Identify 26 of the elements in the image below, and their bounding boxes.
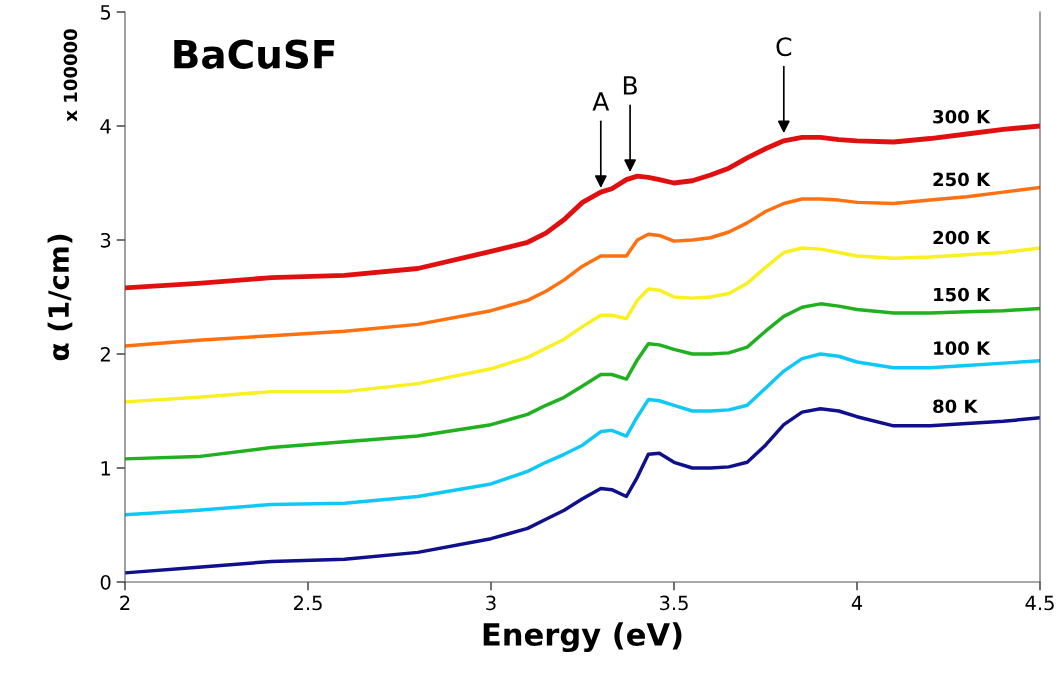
text: x 100000: [63, 29, 78, 122]
y-tick-label: 5: [100, 5, 111, 20]
x-tick-label: 4.5: [1025, 595, 1054, 611]
y-tick-label: 1: [101, 461, 111, 476]
annotation: C: [776, 37, 792, 57]
series-label: 80 K: [933, 399, 979, 414]
x-tick-label: 3: [486, 595, 496, 611]
x-tick-label: 2: [120, 595, 130, 610]
line-series: [125, 302, 1040, 461]
series-label: 300 K: [933, 109, 991, 124]
annotation: A: [592, 92, 610, 111]
text: BaCuSF: [174, 39, 335, 69]
y-tick-label: 3: [100, 232, 111, 248]
y-tick-label: 0: [100, 574, 111, 590]
x-tick-label: 2.5: [293, 595, 322, 611]
y-axis-title: α (1/cm): [47, 234, 73, 361]
series-label: 150 K: [934, 287, 991, 302]
x-tick-label: 3.5: [660, 595, 688, 611]
y-tick-label: 4: [100, 119, 111, 134]
y-tick-label: 2: [100, 346, 110, 362]
x-axis-title: Energy (eV): [483, 622, 682, 653]
series-label: 100 K: [934, 341, 991, 355]
x-tick-label: 4: [851, 595, 863, 610]
annotation: B: [623, 76, 637, 95]
series-label: 200 K: [933, 230, 991, 245]
series-label: 250 K: [933, 172, 991, 187]
